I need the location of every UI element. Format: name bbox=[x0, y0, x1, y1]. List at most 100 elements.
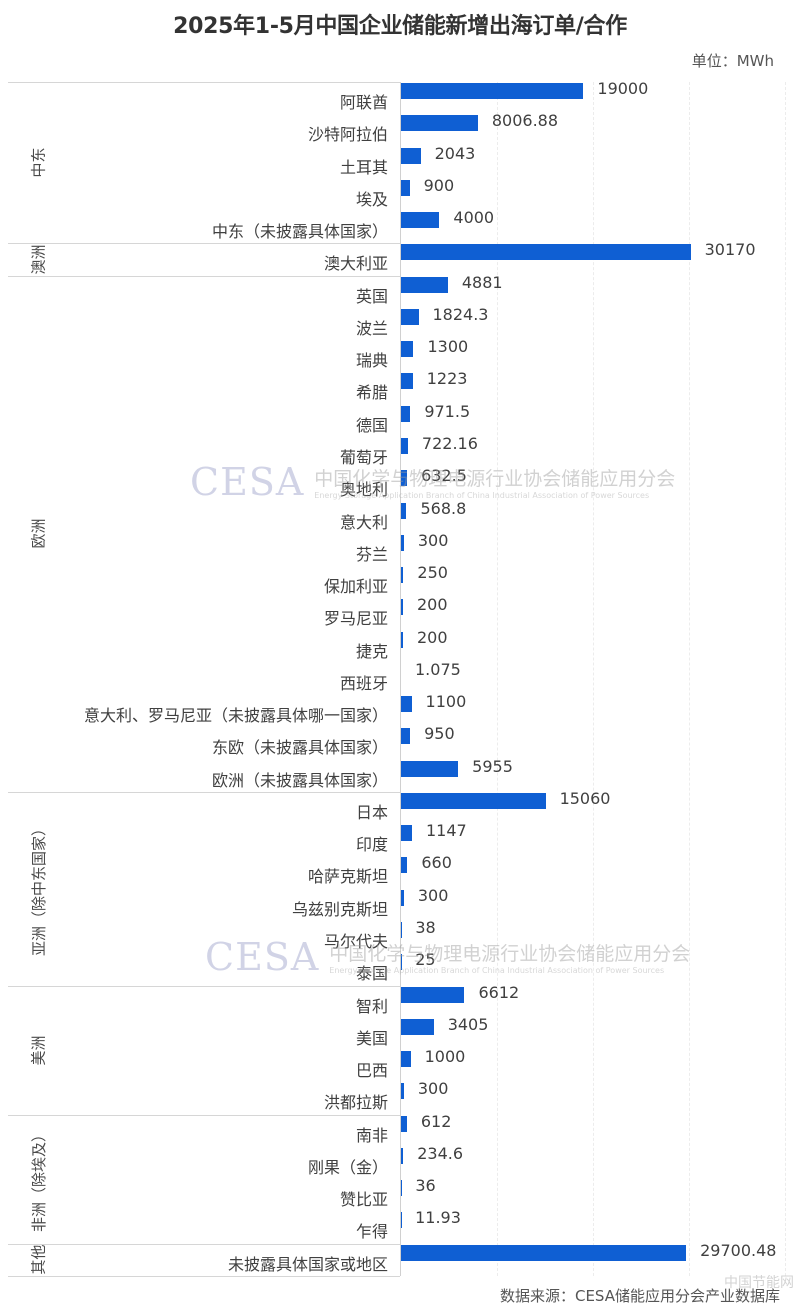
value-label: 632.5 bbox=[421, 466, 467, 486]
group-separator bbox=[8, 1243, 400, 1245]
bar bbox=[401, 1051, 411, 1068]
category-label: 赞比亚 bbox=[339, 1190, 388, 1210]
value-label: 1000 bbox=[424, 1047, 466, 1067]
category-label: 罗马尼亚 bbox=[323, 609, 388, 629]
bar-row: 波兰 1824.3 bbox=[0, 305, 800, 340]
value-label: 1100 bbox=[425, 692, 467, 712]
bar-row: 芬兰 300 bbox=[0, 531, 800, 566]
bar bbox=[401, 405, 411, 422]
group-separator bbox=[8, 275, 400, 277]
category-label: 意大利 bbox=[339, 512, 388, 532]
bar-row: 泰国 25 bbox=[0, 950, 800, 985]
value-label: 200 bbox=[417, 595, 448, 615]
category-label: 芬兰 bbox=[355, 544, 388, 564]
unit-label: 单位：MWh bbox=[691, 52, 774, 70]
bar-row: 洪都拉斯 300 bbox=[0, 1079, 800, 1114]
bar bbox=[401, 696, 412, 713]
bar-row: 保加利亚 250 bbox=[0, 563, 800, 598]
value-label: 19000 bbox=[597, 79, 649, 98]
value-label: 950 bbox=[424, 724, 455, 744]
category-label: 意大利、罗马尼亚（未披露具体哪一国家） bbox=[83, 706, 388, 726]
gridline bbox=[497, 82, 498, 1276]
value-label: 15060 bbox=[559, 788, 611, 808]
group-label: 亚洲（除中东国家） bbox=[29, 821, 48, 957]
value-label: 300 bbox=[417, 885, 449, 905]
bar bbox=[401, 437, 408, 454]
bar-row: 西班牙 1.075 bbox=[0, 660, 800, 695]
bar bbox=[401, 728, 411, 745]
bar bbox=[401, 341, 414, 358]
bar bbox=[401, 147, 421, 164]
group-separator bbox=[8, 82, 400, 83]
bar-row: 葡萄牙 722.16 bbox=[0, 434, 800, 469]
value-label: 11.93 bbox=[415, 1208, 461, 1228]
bar-row: 欧洲（未披露具体国家） 5955 bbox=[0, 757, 800, 792]
value-label: 36 bbox=[415, 1176, 436, 1196]
value-label: 612 bbox=[420, 1111, 452, 1131]
bar bbox=[401, 276, 448, 293]
bar-row: 南非 612 bbox=[0, 1111, 800, 1147]
bar-row: 希腊 1223 bbox=[0, 369, 800, 404]
value-label: 300 bbox=[417, 1079, 449, 1099]
bar bbox=[401, 889, 404, 906]
value-label: 25 bbox=[415, 950, 436, 970]
value-label: 3405 bbox=[447, 1014, 489, 1034]
category-label: 沙特阿拉伯 bbox=[307, 125, 388, 145]
value-label: 660 bbox=[421, 853, 452, 873]
category-label: 乍得 bbox=[355, 1222, 388, 1242]
bar-row: 意大利、罗马尼亚（未披露具体哪一国家） 1100 bbox=[0, 692, 800, 727]
bar-row: 日本 15060 bbox=[0, 788, 800, 824]
value-label: 6612 bbox=[478, 982, 520, 1002]
value-label: 29700.48 bbox=[700, 1240, 777, 1260]
bar bbox=[401, 567, 404, 584]
category-label: 欧洲（未披露具体国家） bbox=[211, 770, 388, 790]
bar-row: 美国 3405 bbox=[0, 1014, 800, 1050]
bar bbox=[401, 599, 403, 616]
bar bbox=[401, 1115, 407, 1132]
bar bbox=[401, 792, 546, 809]
bar bbox=[401, 502, 407, 519]
category-label: 瑞典 bbox=[355, 351, 388, 371]
bar-row: 土耳其 2043 bbox=[0, 144, 800, 179]
value-label: 1147 bbox=[426, 821, 467, 841]
bar-row: 哈萨克斯坦 660 bbox=[0, 853, 800, 888]
bar-row: 乍得 11.93 bbox=[0, 1208, 800, 1243]
value-label: 30170 bbox=[704, 240, 756, 260]
value-label: 1223 bbox=[426, 369, 468, 389]
value-label: 568.8 bbox=[420, 498, 467, 518]
bar-row: 瑞典 1300 bbox=[0, 337, 800, 372]
category-label: 哈萨克斯坦 bbox=[307, 867, 388, 887]
bar bbox=[401, 179, 410, 196]
category-label: 希腊 bbox=[355, 383, 388, 403]
category-label: 中东（未披露具体国家） bbox=[211, 222, 388, 242]
bar bbox=[401, 115, 478, 132]
category-label: 日本 bbox=[355, 802, 388, 822]
bar bbox=[401, 470, 408, 487]
bar-row: 罗马尼亚 200 bbox=[0, 595, 800, 630]
bar bbox=[401, 986, 465, 1003]
category-label: 泰国 bbox=[355, 964, 388, 984]
bar-row: 巴西 1000 bbox=[0, 1047, 800, 1082]
chart-title: 2025年1-5月中国企业储能新增出海订单/合作 bbox=[173, 14, 627, 39]
category-label: 印度 bbox=[355, 835, 388, 855]
category-label: 乌兹别克斯坦 bbox=[291, 899, 388, 919]
bar-row: 意大利 568.8 bbox=[0, 498, 800, 534]
bar-row: 阿联酋 19000 bbox=[0, 79, 800, 114]
value-label: 4881 bbox=[461, 272, 503, 292]
value-label: 4000 bbox=[453, 208, 495, 228]
bar-row: 奥地利 632.5 bbox=[0, 466, 800, 501]
bar bbox=[401, 244, 691, 261]
category-label: 巴西 bbox=[355, 1061, 388, 1081]
category-label: 捷克 bbox=[355, 641, 388, 661]
category-label: 保加利亚 bbox=[323, 577, 388, 597]
group-label: 美洲 bbox=[29, 1035, 48, 1066]
bar-row: 沙特阿拉伯 8006.88 bbox=[0, 111, 800, 146]
category-label: 英国 bbox=[355, 286, 388, 306]
bar-row: 乌兹别克斯坦 300 bbox=[0, 885, 800, 921]
bar bbox=[401, 212, 440, 229]
bar bbox=[401, 308, 419, 325]
bar bbox=[401, 631, 403, 648]
group-separator bbox=[8, 985, 400, 987]
bar bbox=[401, 1018, 434, 1035]
category-label: 阿联酋 bbox=[339, 93, 388, 112]
